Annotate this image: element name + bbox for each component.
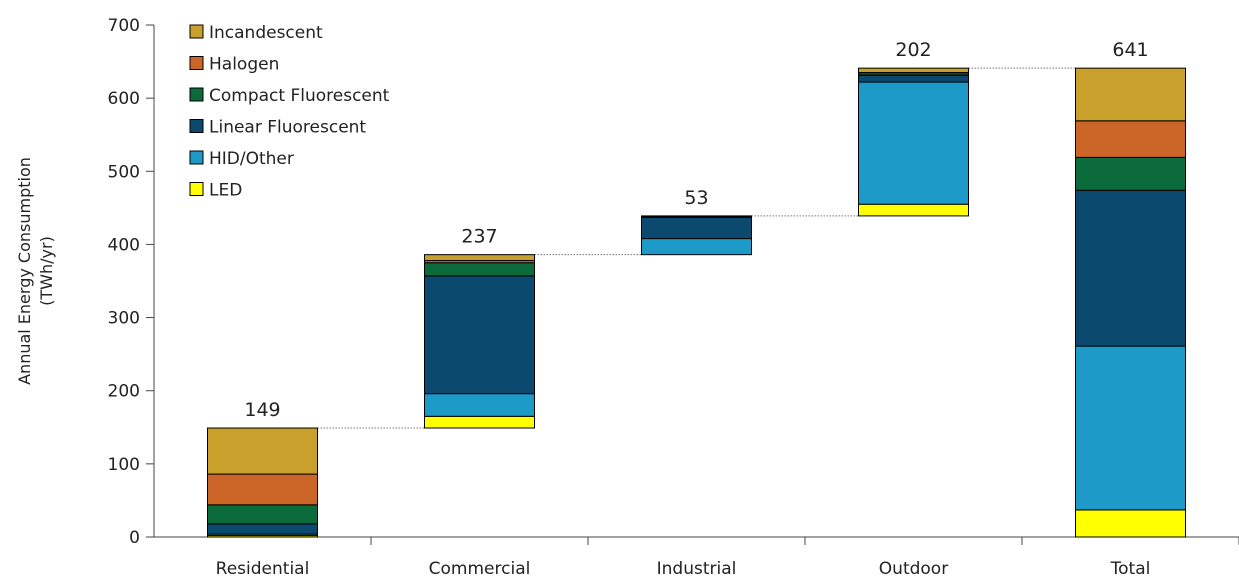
legend-swatch [189, 182, 204, 196]
bars [207, 67, 1186, 538]
x-tick-label: Industrial [657, 559, 737, 578]
y-tick-label: 600 [108, 89, 140, 109]
x-tick-label: Total [1110, 559, 1151, 578]
y-tick-label: 100 [108, 455, 140, 475]
legend-label: Halogen [209, 55, 279, 75]
total-label: 53 [684, 187, 708, 209]
bar-segment [207, 523, 318, 535]
bar-segment [424, 275, 535, 395]
y-tick-label: 200 [108, 382, 140, 402]
total-label: 237 [461, 226, 497, 248]
bar-segment [858, 74, 969, 83]
bar-segment [858, 203, 969, 217]
total-labels: 149 237 53 202 641 [244, 39, 1148, 421]
bar-segment [207, 473, 318, 506]
bar-segment [424, 393, 535, 417]
legend-item: Halogen [189, 55, 279, 75]
bar-segment [1075, 120, 1186, 158]
legend-swatch [189, 87, 204, 102]
bar-segment [424, 262, 535, 277]
bar-stack [207, 427, 318, 538]
bar-segment [207, 427, 318, 475]
legend-label: Compact Fluorescent [209, 86, 390, 106]
bar-segment [641, 216, 752, 240]
y-tick-label: 300 [108, 309, 140, 329]
y-tick-label: 700 [108, 16, 140, 36]
total-label: 641 [1112, 39, 1148, 61]
total-label: 149 [244, 399, 280, 421]
bar-segment [858, 81, 969, 205]
legend-item: LED [189, 181, 242, 201]
legend-item: Compact Fluorescent [189, 86, 390, 106]
legend-item: HID/Other [189, 149, 294, 169]
y-tick-label: 500 [108, 162, 140, 182]
bar-segment [1075, 156, 1186, 191]
total-label: 202 [895, 39, 931, 61]
y-tick-label: 0 [129, 528, 140, 548]
bar-segment [641, 238, 752, 256]
bar-segment [1075, 509, 1186, 538]
x-tick-label: Outdoor [879, 559, 948, 578]
bar-segment [1075, 189, 1186, 347]
bar-segment [1075, 345, 1186, 511]
legend-item: Incandescent [189, 23, 323, 43]
y-axis-title-line: Annual Energy Consumption [15, 157, 34, 385]
bar-segment [424, 415, 535, 429]
legend: Incandescent Halogen Compact Fluorescent Li… [189, 23, 390, 201]
bar-segment [641, 215, 752, 218]
legend-label: Incandescent [209, 23, 323, 43]
y-axis-title-line: (TWh/yr) [37, 236, 56, 306]
legend-label: HID/Other [209, 149, 294, 169]
bar-segment [858, 67, 969, 74]
y-tick-label: 400 [108, 235, 140, 255]
legend-label: Linear Fluorescent [209, 118, 366, 138]
legend-swatch [189, 119, 204, 133]
x-tick-label: Commercial [429, 559, 531, 578]
legend-swatch [189, 24, 204, 39]
bar-stack [1075, 67, 1186, 538]
bar-stack [424, 254, 535, 429]
legend-swatch [189, 56, 204, 70]
x-tick-label: Residential [216, 559, 310, 578]
bar-segment [1075, 67, 1186, 122]
legend-item: Linear Fluorescent [189, 118, 366, 138]
bar-stack [641, 215, 752, 256]
bar-segment [207, 504, 318, 525]
legend-swatch [189, 150, 204, 165]
legend-label: LED [209, 181, 242, 201]
bar-segment [424, 254, 535, 262]
axes: 0 100 200 300 400 500 600 700 Residential Commerc… [108, 16, 1239, 578]
y-axis-title: Annual Energy Consumption (TWh/yr) [15, 157, 56, 385]
bar-stack [858, 67, 969, 217]
